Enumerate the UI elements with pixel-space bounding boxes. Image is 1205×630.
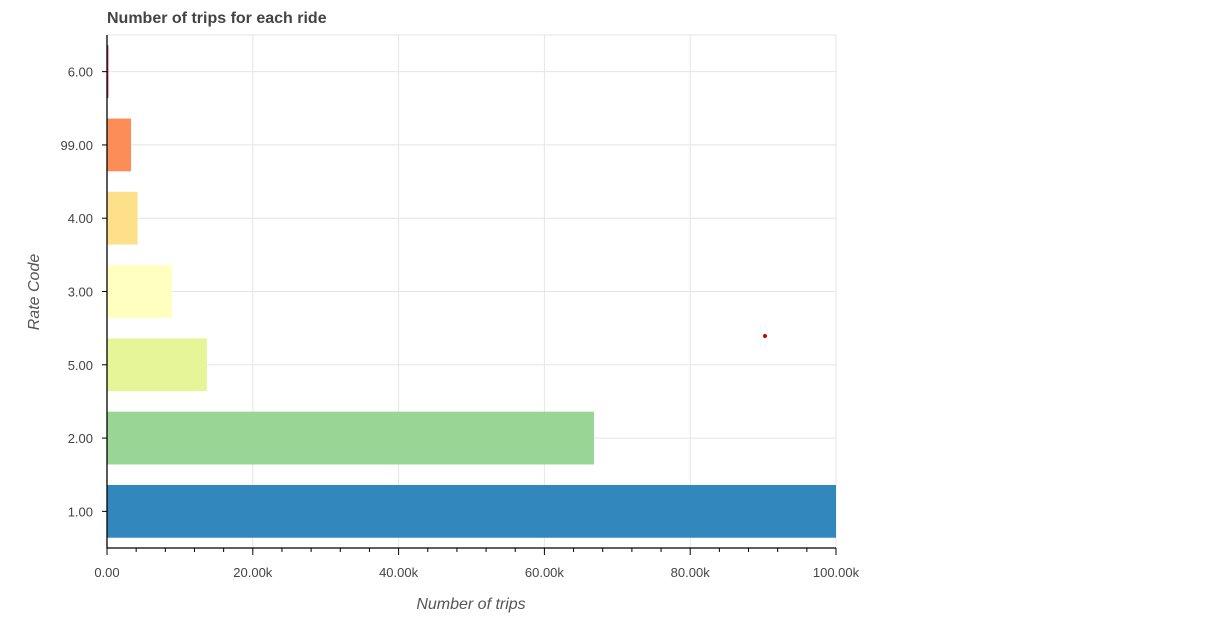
bar-2.00 [107, 411, 594, 465]
x-tick-label: 40.00k [379, 565, 419, 580]
x-tick-label: 0.00 [94, 565, 119, 580]
y-tick-label: 6.00 [68, 65, 93, 80]
y-tick-label: 1.00 [68, 504, 93, 519]
chart-title: Number of trips for each ride [107, 10, 327, 27]
x-axis-label: Number of trips [416, 596, 525, 613]
bar-6.00 [107, 45, 109, 99]
y-tick-label: 4.00 [68, 211, 93, 226]
ticks: 0.00 20.00k 40.00k 60.00k 80.00k 100.00k 1.00 2… [60, 65, 859, 580]
bar-3.00 [107, 265, 172, 318]
y-tick-label: 2.00 [68, 431, 93, 446]
x-tick-label: 60.00k [525, 565, 565, 580]
y-tick-label: 3.00 [68, 285, 93, 300]
bar-5.00 [107, 338, 207, 392]
x-tick-label: 20.00k [233, 565, 273, 580]
y-axis-label: Rate Code [26, 254, 43, 331]
bars [107, 45, 836, 538]
y-tick-label: 5.00 [68, 358, 93, 373]
bar-1.00 [107, 484, 836, 538]
x-tick-label: 100.00k [813, 565, 860, 580]
grid [106, 34, 837, 549]
x-tick-label: 80.00k [671, 565, 711, 580]
bar-4.00 [107, 191, 138, 245]
red-dot-marker [763, 334, 767, 338]
bar-99.00 [107, 118, 132, 172]
y-tick-label: 99.00 [60, 138, 93, 153]
